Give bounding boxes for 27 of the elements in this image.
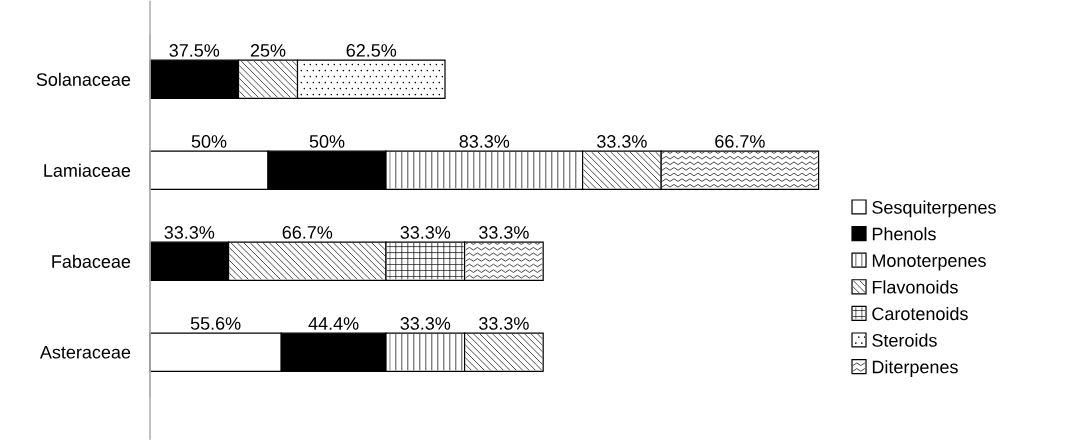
y-tick-label: Lamiaceae (44, 163, 131, 178)
data-label: 50% (309, 135, 345, 149)
data-label: 44.4% (308, 317, 359, 330)
legend-label: Steroids (872, 333, 937, 347)
data-label: 25% (250, 44, 286, 58)
data-label: 33.3% (400, 226, 451, 240)
data-label: 83.3% (459, 135, 510, 149)
legend-label: Carotenoids (872, 307, 968, 321)
legend-label: Sesquiterpenes (872, 200, 996, 218)
legend-label: Flavonoids (872, 280, 958, 294)
data-label: 55.6% (190, 317, 241, 330)
data-label: 33.3% (597, 135, 647, 149)
legend-label: Diterpenes (872, 360, 958, 378)
legend-label: Monoterpenes (872, 254, 986, 271)
data-label: 37.5% (169, 44, 220, 58)
data-label: 33.3% (479, 226, 529, 240)
data-label: 62.5% (346, 44, 397, 58)
y-tick-label: Fabaceae (52, 254, 131, 269)
legend-label: Phenols (872, 227, 936, 241)
data-label: 33.3% (479, 317, 529, 330)
data-label: 33.3% (164, 226, 215, 240)
data-label: 66.7% (715, 135, 765, 149)
data-label: 50% (191, 135, 227, 149)
data-label: 33.3% (400, 317, 451, 330)
data-label: 66.7% (282, 226, 333, 240)
y-tick-label: Solanaceae (36, 72, 131, 87)
y-tick-label: Asteraceae (39, 346, 131, 359)
